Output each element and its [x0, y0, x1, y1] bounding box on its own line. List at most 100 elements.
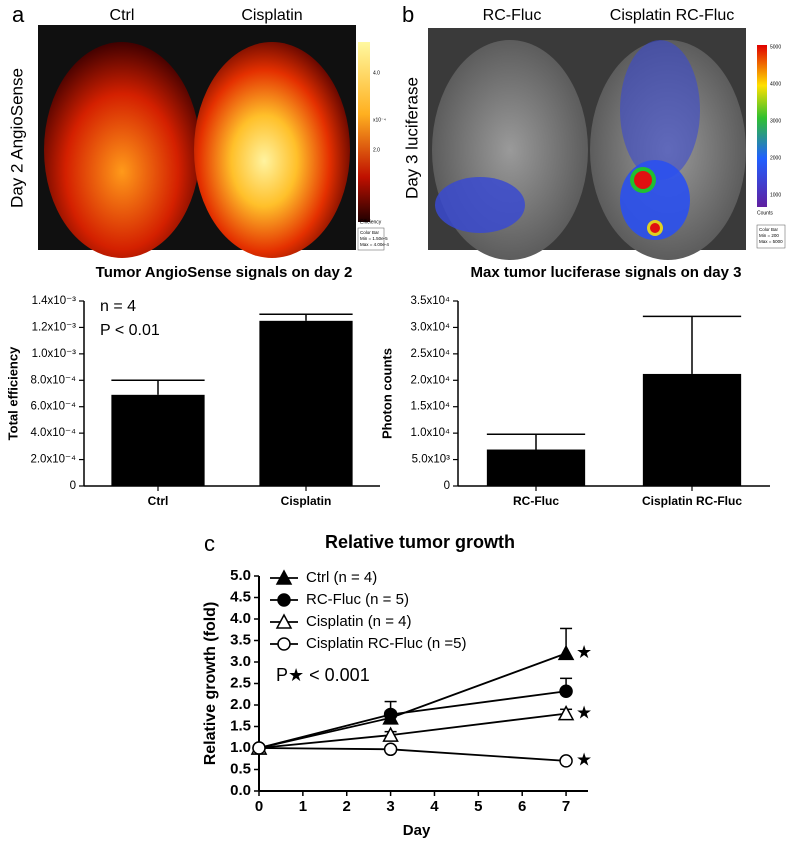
marker: [252, 741, 266, 755]
significance-star: ★: [576, 750, 592, 770]
image-row-label: Day 3 luciferase: [402, 77, 421, 199]
panel-label: a: [12, 2, 25, 27]
colorbar-tick: 4000: [770, 81, 781, 87]
colorbar-unit: Efficiency: [360, 219, 382, 225]
image-column-label: Cisplatin RC-Fluc: [610, 7, 734, 24]
colorbar-tick: 3000: [770, 118, 781, 124]
marker: [559, 684, 573, 698]
colorbar-unit: Counts: [757, 210, 773, 216]
bar: [111, 394, 205, 486]
marker: [557, 705, 575, 721]
panel-label: c: [204, 531, 215, 556]
bar: [486, 449, 586, 486]
image-column-label: Cisplatin: [241, 7, 302, 24]
annotation: P★ < 0.001: [276, 665, 370, 685]
x-tick-label: Ctrl: [148, 494, 169, 508]
legend-label: Cisplatin RC-Fluc (n =5): [306, 635, 466, 652]
x-tick-label: 0: [255, 798, 263, 815]
x-tick-label: Cisplatin: [281, 494, 332, 508]
y-tick-label: 1.5x10⁴: [411, 401, 451, 413]
y-tick-label: 2.5x10⁴: [411, 348, 451, 360]
y-tick-label: 1.0x10⁴: [411, 427, 451, 439]
significance-star: ★: [576, 642, 592, 662]
image-column-label: Ctrl: [110, 7, 135, 24]
x-tick-label: 5: [474, 798, 482, 815]
legend-marker: [277, 637, 291, 651]
y-axis-label: Total efficiency: [5, 346, 20, 440]
image-row-label: Day 2 AngioSense: [7, 68, 26, 208]
series-line: [258, 712, 567, 749]
y-tick-label: 4.5: [230, 588, 251, 605]
y-tick-label: 8.0x10⁻⁴: [30, 374, 76, 386]
y-tick-label: 1.4x10⁻³: [32, 295, 77, 307]
y-tick-label: 0: [70, 480, 76, 492]
bar: [259, 320, 353, 486]
colorbar-box-text: Max = 5000: [759, 239, 783, 244]
y-tick-label: 6.0x10⁻⁴: [30, 401, 76, 413]
colorbar-scale: x10⁻⁴: [373, 117, 386, 123]
y-tick-label: 4.0: [230, 610, 251, 627]
chart-title: Relative tumor growth: [325, 532, 515, 552]
y-tick-label: 1.5: [230, 717, 251, 734]
x-tick-label: 7: [562, 798, 570, 815]
legend-label: Cisplatin (n = 4): [306, 613, 411, 630]
marker: [382, 726, 399, 742]
image-column-label: RC-Fluc: [483, 7, 542, 24]
colorbar: [358, 42, 370, 222]
y-tick-label: 1.2x10⁻³: [32, 321, 77, 333]
x-tick-label: 3: [386, 798, 394, 815]
x-tick-label: 6: [518, 798, 526, 815]
y-tick-label: 4.0x10⁻⁴: [30, 427, 76, 439]
x-tick-label: 4: [430, 798, 439, 815]
y-tick-label: 3.5: [230, 631, 251, 648]
x-axis-label: Day: [403, 822, 431, 839]
colorbar: [757, 45, 767, 207]
annotation: n = 4: [100, 298, 136, 315]
y-tick-label: 2.5: [230, 674, 251, 691]
colorbar-box-text: Color Bar: [759, 227, 779, 232]
panel-label: b: [402, 2, 414, 27]
signal: [435, 177, 525, 233]
mouse-signal: [194, 42, 350, 258]
marker: [383, 742, 398, 757]
y-tick-label: 5.0x10³: [412, 454, 451, 466]
y-tick-label: 2.0x10⁴: [411, 374, 451, 386]
legend-label: Ctrl (n = 4): [306, 569, 377, 586]
x-tick-label: RC-Fluc: [513, 494, 559, 508]
chart-title: Max tumor luciferase signals on day 3: [471, 264, 742, 281]
x-tick-label: Cisplatin RC-Fluc: [642, 494, 742, 508]
x-tick-label: 2: [343, 798, 351, 815]
legend-marker: [277, 593, 291, 607]
colorbar-box: [357, 227, 385, 251]
series-line: [258, 747, 567, 762]
significance-star: ★: [576, 702, 592, 722]
colorbar-tick: 2000: [770, 155, 781, 161]
marker: [557, 644, 575, 661]
annotation: P < 0.01: [100, 322, 160, 339]
y-tick-label: 3.0x10⁴: [411, 321, 451, 333]
colorbar-box: [756, 224, 786, 249]
colorbar-box-text: Min = 1.50e-5: [360, 236, 388, 241]
colorbar-tick: 5000: [770, 44, 781, 50]
y-tick-label: 2.0: [230, 696, 251, 713]
signal: [634, 171, 652, 189]
y-axis-label: Photon counts: [379, 348, 394, 439]
y-tick-label: 0.5: [230, 760, 251, 777]
y-tick-label: 1.0: [230, 739, 251, 756]
colorbar-box-text: Min = 200: [759, 233, 779, 238]
marker: [383, 707, 398, 722]
marker: [559, 754, 573, 768]
signal: [620, 40, 700, 180]
chart-title: Tumor AngioSense signals on day 2: [96, 264, 353, 281]
y-tick-label: 2.0x10⁻⁴: [30, 454, 76, 466]
colorbar-tick: 4.0: [373, 70, 380, 76]
y-tick-label: 5.0: [230, 567, 251, 584]
colorbar-box-text: Max = 4.00e-4: [360, 242, 389, 247]
signal: [650, 223, 660, 233]
colorbar-box-text: Color Bar: [360, 230, 380, 235]
y-tick-label: 0.0: [230, 782, 251, 799]
legend-marker: [275, 569, 293, 585]
y-axis-label: Relative growth (fold): [202, 602, 219, 766]
x-tick-label: 1: [299, 798, 307, 815]
